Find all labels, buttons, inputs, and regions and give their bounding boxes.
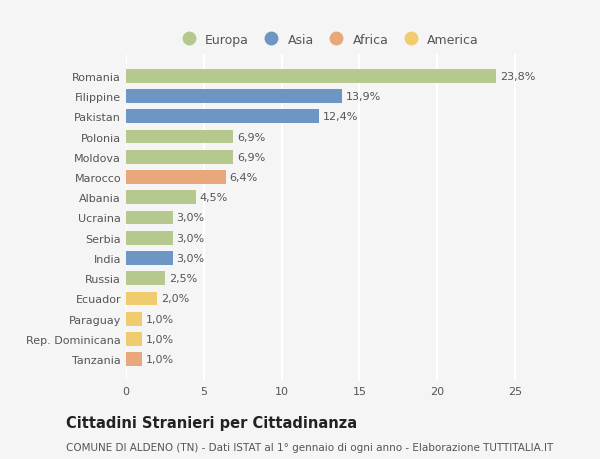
Bar bbox=[126, 130, 233, 144]
Bar bbox=[126, 151, 233, 164]
Text: Cittadini Stranieri per Cittadinanza: Cittadini Stranieri per Cittadinanza bbox=[66, 415, 357, 431]
Text: 3,0%: 3,0% bbox=[176, 253, 205, 263]
Text: 3,0%: 3,0% bbox=[176, 233, 205, 243]
Bar bbox=[126, 353, 142, 366]
Bar bbox=[126, 312, 142, 326]
Bar bbox=[126, 191, 196, 205]
Bar bbox=[126, 90, 342, 104]
Bar bbox=[126, 252, 173, 265]
Text: 1,0%: 1,0% bbox=[145, 334, 173, 344]
Bar bbox=[126, 231, 173, 245]
Text: 2,0%: 2,0% bbox=[161, 294, 189, 304]
Text: 3,0%: 3,0% bbox=[176, 213, 205, 223]
Text: 1,0%: 1,0% bbox=[145, 314, 173, 324]
Text: 6,4%: 6,4% bbox=[229, 173, 257, 183]
Text: 23,8%: 23,8% bbox=[500, 72, 535, 82]
Bar bbox=[126, 70, 496, 84]
Text: 4,5%: 4,5% bbox=[200, 193, 228, 203]
Bar bbox=[126, 332, 142, 346]
Bar bbox=[126, 171, 226, 185]
Bar bbox=[126, 211, 173, 225]
Bar bbox=[126, 110, 319, 124]
Text: 6,9%: 6,9% bbox=[237, 152, 265, 162]
Text: COMUNE DI ALDENO (TN) - Dati ISTAT al 1° gennaio di ogni anno - Elaborazione TUT: COMUNE DI ALDENO (TN) - Dati ISTAT al 1°… bbox=[66, 442, 553, 452]
Text: 13,9%: 13,9% bbox=[346, 92, 382, 102]
Bar bbox=[126, 272, 165, 285]
Text: 2,5%: 2,5% bbox=[169, 274, 197, 284]
Text: 6,9%: 6,9% bbox=[237, 132, 265, 142]
Text: 12,4%: 12,4% bbox=[323, 112, 358, 122]
Bar bbox=[126, 292, 157, 306]
Text: 1,0%: 1,0% bbox=[145, 354, 173, 364]
Legend: Europa, Asia, Africa, America: Europa, Asia, Africa, America bbox=[171, 29, 484, 52]
